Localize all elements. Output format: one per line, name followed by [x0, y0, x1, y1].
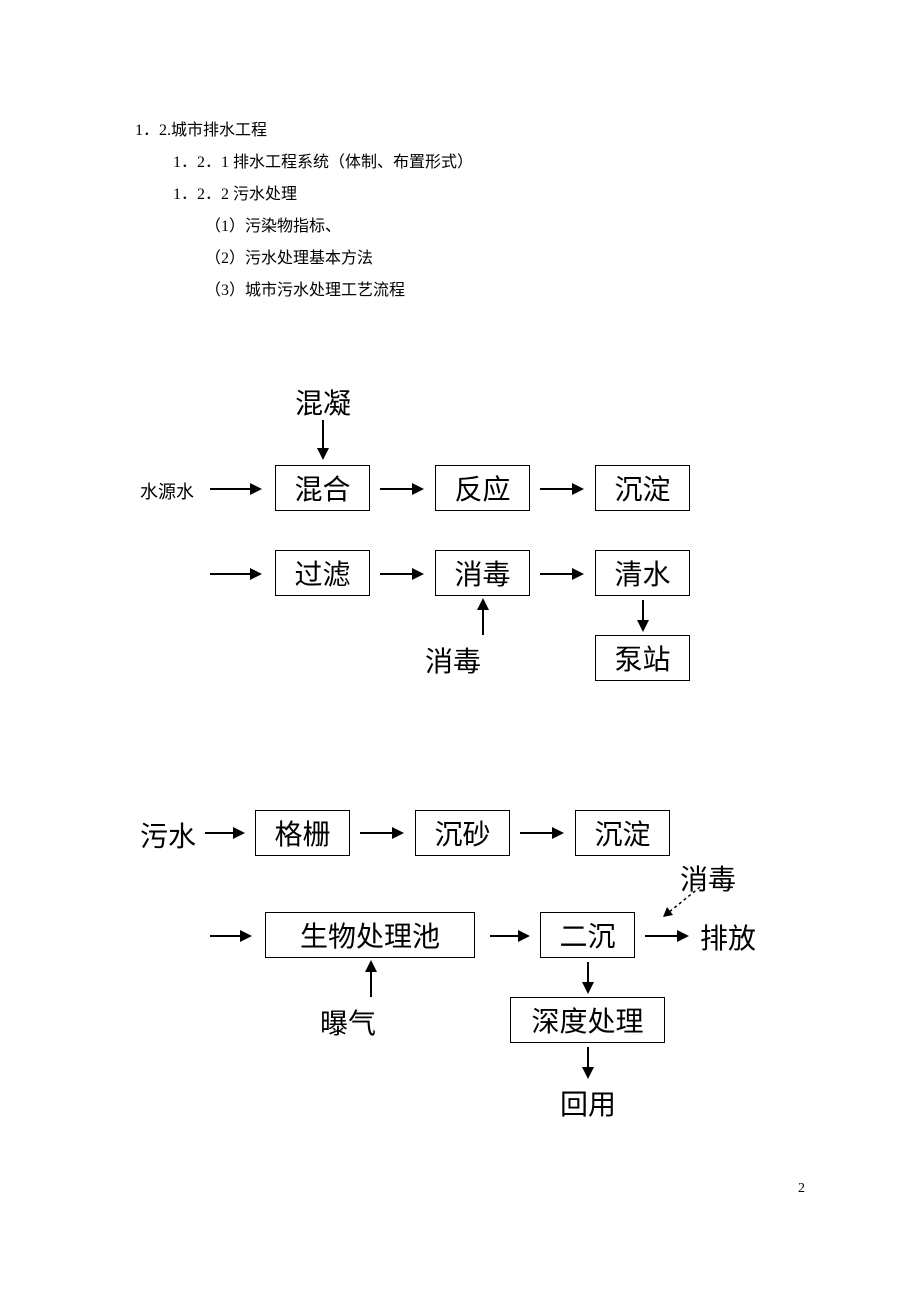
arrow-down-icon [642, 600, 644, 630]
box-react: 反应 [435, 465, 530, 511]
arrow-right-icon [210, 488, 260, 490]
box-deep-treatment: 深度处理 [510, 997, 665, 1043]
outline-item-1: （1）污染物指标、 [205, 211, 473, 243]
arrow-right-icon [540, 488, 582, 490]
arrow-right-icon [520, 832, 562, 834]
box-disinfect: 消毒 [435, 550, 530, 596]
box-grit: 沉砂 [415, 810, 510, 856]
label-wastewater: 污水 [140, 815, 196, 855]
arrow-down-icon [322, 420, 324, 458]
box-secondary: 二沉 [540, 912, 635, 958]
arrow-right-icon [540, 573, 582, 575]
page-number: 2 [798, 1181, 805, 1197]
arrow-right-icon [380, 573, 422, 575]
box-settle: 沉淀 [595, 465, 690, 511]
box-mix: 混合 [275, 465, 370, 511]
diagram-water-treatment: 混凝 水源水 混合 反应 沉淀 过滤 消毒 清水 消毒 泵站 [0, 370, 920, 700]
label-source-water: 水源水 [140, 478, 194, 504]
arrow-right-icon [645, 935, 687, 937]
arrow-up-icon [482, 600, 484, 635]
arrow-down-icon [587, 1047, 589, 1077]
outline-item-3: （3）城市污水处理工艺流程 [205, 275, 473, 307]
box-filter: 过滤 [275, 550, 370, 596]
box-pumpstation: 泵站 [595, 635, 690, 681]
box-screen: 格栅 [255, 810, 350, 856]
box-clearwater: 清水 [595, 550, 690, 596]
arrow-dotted-icon [655, 885, 705, 925]
label-discharge: 排放 [700, 917, 756, 957]
arrow-up-icon [370, 962, 372, 997]
arrow-down-icon [587, 962, 589, 992]
box-primary-settle: 沉淀 [575, 810, 670, 856]
label-disinfectant: 消毒 [425, 640, 481, 680]
arrow-right-icon [210, 935, 250, 937]
outline-heading-2a: 1．2．1 排水工程系统（体制、布置形式） [173, 147, 473, 179]
label-reuse: 回用 [560, 1083, 616, 1123]
arrow-right-icon [490, 935, 528, 937]
arrow-right-icon [360, 832, 402, 834]
outline-heading-2b: 1．2．2 污水处理 [173, 179, 473, 211]
outline-block: 1．2.城市排水工程 1．2．1 排水工程系统（体制、布置形式） 1．2．2 污… [135, 115, 473, 307]
arrow-right-icon [205, 832, 243, 834]
diagram-wastewater: 污水 格栅 沉砂 沉淀 生物处理池 二沉 排放 消毒 曝气 深度处理 回用 [0, 790, 920, 1190]
arrow-right-icon [380, 488, 422, 490]
label-coagulant: 混凝 [295, 382, 351, 422]
box-bio: 生物处理池 [265, 912, 475, 958]
arrow-right-icon [210, 573, 260, 575]
outline-item-2: （2）污水处理基本方法 [205, 243, 473, 275]
label-aeration: 曝气 [320, 1002, 376, 1042]
outline-heading-1: 1．2.城市排水工程 [135, 115, 473, 147]
